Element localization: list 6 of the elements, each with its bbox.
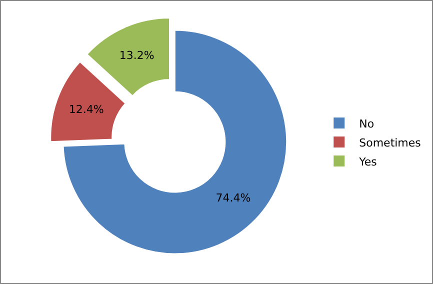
legend-label: No [359,117,374,130]
legend-label: Yes [358,155,378,168]
data-label: 13.2% [119,49,154,62]
legend-label: Sometimes [359,136,422,150]
data-label: 12.4% [68,102,104,116]
data-label: 74.4% [216,192,251,205]
